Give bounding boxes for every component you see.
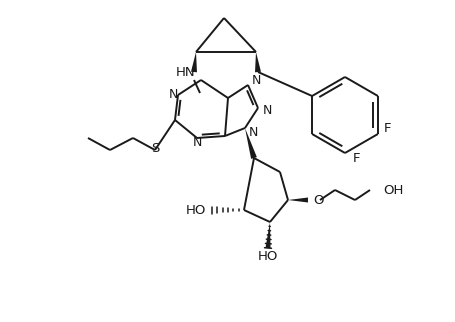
Text: F: F: [383, 122, 391, 136]
Text: O: O: [312, 194, 323, 206]
Text: F: F: [353, 151, 360, 165]
Polygon shape: [244, 128, 256, 159]
Polygon shape: [288, 197, 307, 203]
Polygon shape: [191, 52, 197, 72]
Text: S: S: [151, 143, 159, 156]
Text: HO: HO: [185, 204, 206, 216]
Text: N: N: [248, 126, 258, 138]
Text: HO: HO: [257, 250, 278, 262]
Polygon shape: [254, 52, 260, 72]
Text: OH: OH: [382, 184, 403, 196]
Text: N: N: [192, 137, 201, 149]
Text: N: N: [168, 89, 177, 101]
Text: N: N: [252, 74, 261, 88]
Text: HN: HN: [176, 67, 195, 80]
Polygon shape: [265, 222, 270, 248]
Text: N: N: [263, 103, 272, 117]
